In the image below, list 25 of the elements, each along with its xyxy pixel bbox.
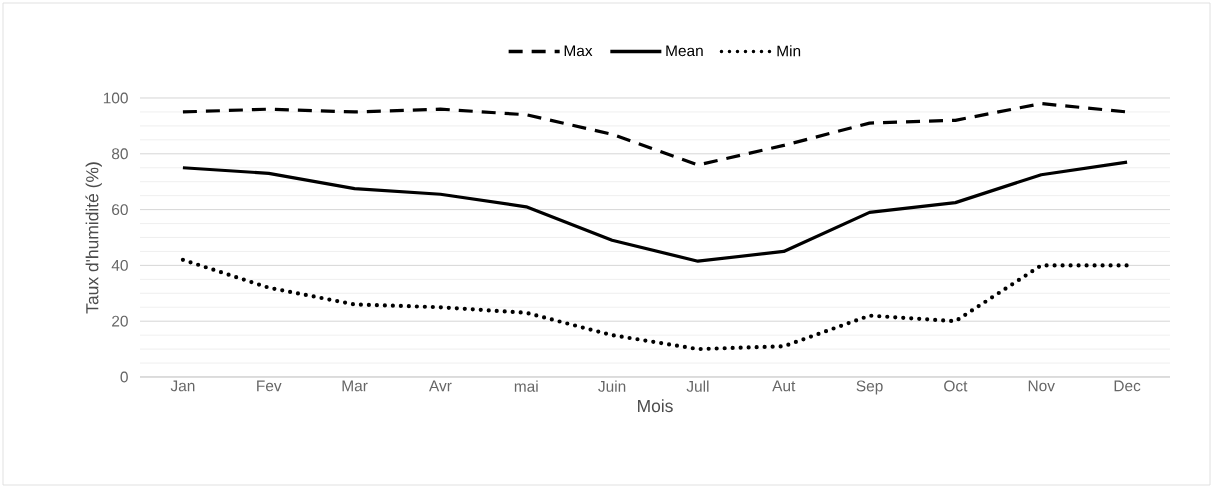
line-series — [180, 257, 1130, 352]
x-axis-title: Mois — [638, 399, 673, 413]
x-tick-label: Aut — [772, 380, 796, 392]
line-series — [181, 160, 1129, 263]
y-tick-label: 60 — [112, 204, 128, 216]
y-axis-title: Taux d'humidité (%) — [85, 162, 102, 314]
x-tick-label: Mar — [342, 380, 368, 392]
y-tick-label: 100 — [103, 92, 128, 104]
x-tick-label: Juin — [598, 380, 626, 392]
legend-label: Mean — [666, 45, 703, 57]
x-tick-label: Sep — [856, 380, 883, 395]
x-tick-label: Dec — [1114, 380, 1141, 392]
x-tick-label: Oct — [944, 380, 968, 392]
x-tick-label: Jan — [170, 380, 195, 392]
x-tick-label: Avr — [429, 380, 452, 392]
x-tick-label: Nov — [1028, 380, 1055, 392]
x-tick-label: Fev — [257, 380, 282, 392]
legend-label: Max — [564, 45, 593, 57]
x-tick-label: mai — [514, 380, 538, 392]
y-tick-label: 80 — [111, 148, 128, 160]
y-tick-label: 20 — [112, 315, 128, 327]
x-tick-label: Jull — [686, 380, 709, 392]
y-tick-label: 40 — [111, 259, 128, 271]
y-tick-label: 0 — [120, 371, 128, 383]
legend-label: Min — [777, 45, 801, 57]
